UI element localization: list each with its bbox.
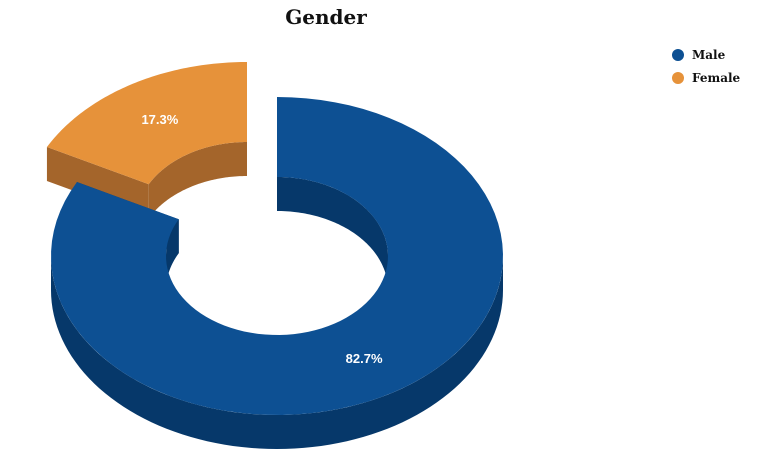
- slice-labels: 17.3% 82.7%: [141, 112, 383, 366]
- legend-item-female[interactable]: Female: [672, 71, 741, 85]
- donut-slices: [46, 62, 503, 449]
- male-slice-label: 82.7%: [346, 351, 383, 366]
- male-slice-outer-wall-0: [51, 256, 503, 449]
- female-slice-top: [46, 62, 247, 185]
- female-slice-inner-wall-0: [148, 142, 247, 219]
- legend: Male Female: [672, 48, 741, 85]
- chart-title: Gender: [285, 5, 367, 29]
- legend-label-male: Male: [692, 48, 726, 62]
- male-slice-top: [51, 97, 503, 415]
- legend-marker-female: [672, 72, 684, 84]
- male-slice-inner-wall-1: [277, 177, 388, 290]
- legend-item-male[interactable]: Male: [672, 48, 726, 62]
- female-slice-label: 17.3%: [141, 112, 178, 127]
- legend-label-female: Female: [692, 71, 741, 85]
- legend-marker-male: [672, 49, 684, 61]
